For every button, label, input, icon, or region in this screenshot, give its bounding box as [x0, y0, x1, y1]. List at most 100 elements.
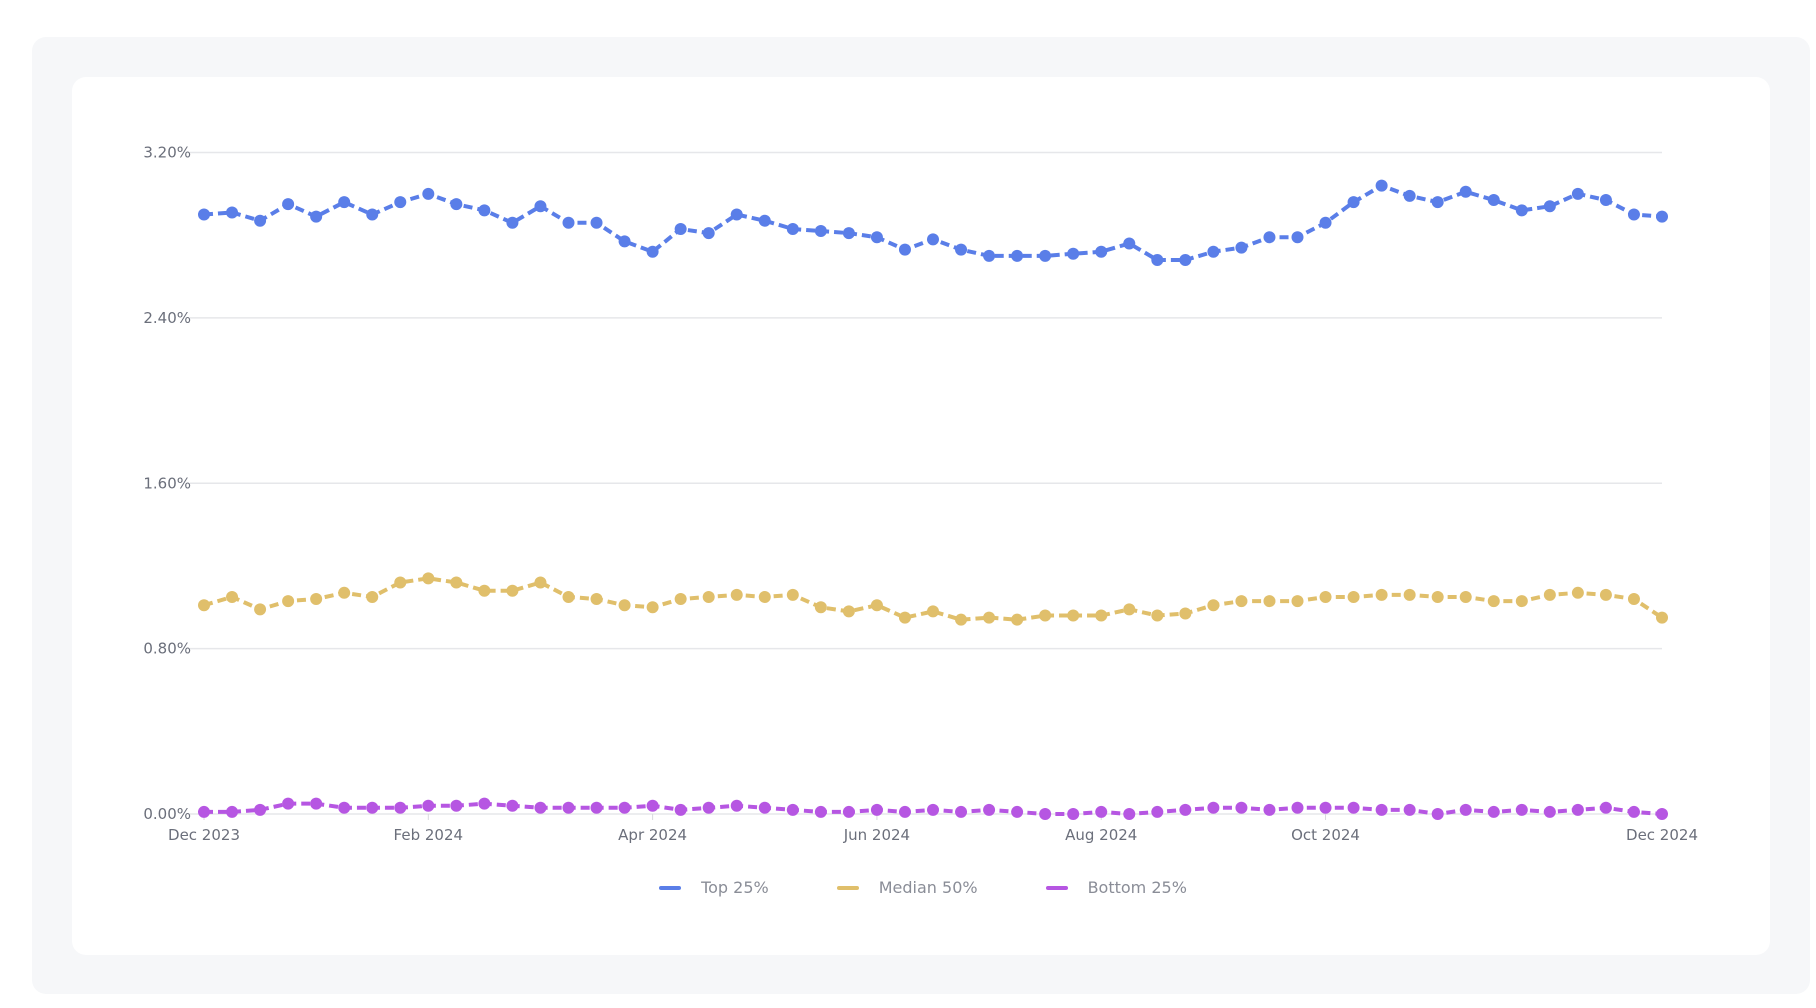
data-point-top-25	[1571, 187, 1584, 200]
data-point-top-25	[1235, 241, 1248, 254]
data-point-bottom-25	[1067, 808, 1080, 820]
data-point-bottom-25	[1403, 803, 1416, 816]
data-point-top-25	[198, 208, 210, 221]
data-point-median-50	[310, 593, 323, 606]
data-point-bottom-25	[366, 801, 379, 814]
data-point-bottom-25	[786, 803, 799, 816]
data-point-top-25	[1627, 208, 1640, 221]
data-point-top-25	[1459, 185, 1472, 198]
data-point-top-25	[1263, 231, 1276, 244]
data-point-bottom-25	[1291, 801, 1304, 814]
data-point-median-50	[1459, 590, 1472, 603]
data-point-bottom-25	[310, 797, 323, 810]
data-point-bottom-25	[1151, 805, 1164, 818]
data-point-bottom-25	[898, 805, 911, 818]
data-point-median-50	[534, 576, 547, 589]
data-point-median-50	[366, 590, 379, 603]
series-line-median-50	[203, 576, 1664, 622]
data-point-bottom-25	[1656, 808, 1668, 820]
data-point-top-25	[702, 227, 715, 240]
data-point-bottom-25	[1235, 801, 1248, 814]
data-point-median-50	[282, 595, 295, 608]
data-point-top-25	[1011, 249, 1024, 262]
legend: Top 25% Median 50% Bottom 25%	[0, 878, 1816, 897]
data-point-top-25	[1151, 253, 1164, 266]
data-point-bottom-25	[927, 803, 939, 816]
data-point-bottom-25	[1515, 803, 1528, 816]
data-point-top-25	[1656, 210, 1668, 223]
data-point-median-50	[842, 605, 855, 618]
data-point-top-25	[1515, 204, 1528, 217]
data-point-median-50	[1571, 586, 1584, 599]
x-tick-label: Jun 2024	[843, 826, 910, 844]
data-point-top-25	[310, 210, 323, 223]
data-point-top-25	[1347, 196, 1360, 209]
data-point-bottom-25	[618, 801, 631, 814]
data-point-bottom-25	[282, 797, 295, 810]
data-point-bottom-25	[1039, 808, 1052, 820]
data-point-bottom-25	[394, 801, 407, 814]
data-point-top-25	[1599, 194, 1612, 207]
data-point-bottom-25	[870, 803, 883, 816]
data-point-median-50	[1319, 590, 1332, 603]
data-point-median-50	[927, 605, 939, 618]
data-point-top-25	[870, 231, 883, 244]
legend-item-top-25[interactable]: Top 25%	[659, 878, 769, 897]
data-point-median-50	[394, 576, 407, 589]
data-point-bottom-25	[422, 799, 435, 812]
data-point-bottom-25	[1431, 808, 1444, 820]
data-point-bottom-25	[226, 805, 239, 818]
data-point-top-25	[226, 206, 239, 219]
data-point-top-25	[590, 216, 603, 229]
data-point-median-50	[1263, 595, 1276, 608]
data-point-median-50	[506, 584, 519, 597]
data-point-top-25	[478, 204, 491, 217]
x-tick-label: Apr 2024	[618, 826, 687, 844]
data-point-median-50	[1656, 611, 1668, 624]
data-point-bottom-25	[1487, 805, 1500, 818]
x-tick-label: Dec 2023	[168, 826, 240, 844]
data-point-median-50	[730, 588, 743, 601]
data-point-top-25	[450, 198, 463, 211]
data-point-top-25	[1207, 245, 1220, 258]
y-tick-label: 1.60%	[143, 474, 191, 492]
data-point-bottom-25	[730, 799, 743, 812]
data-point-median-50	[814, 601, 827, 614]
x-tick-label: Feb 2024	[394, 826, 464, 844]
data-point-bottom-25	[1571, 803, 1584, 816]
data-point-median-50	[758, 590, 771, 603]
data-point-bottom-25	[1347, 801, 1360, 814]
data-point-bottom-25	[506, 799, 519, 812]
data-point-bottom-25	[1599, 801, 1612, 814]
data-point-median-50	[1543, 588, 1556, 601]
y-tick-label: 0.80%	[143, 640, 191, 658]
legend-swatch	[1045, 885, 1068, 890]
legend-label: Median 50%	[878, 878, 978, 897]
data-point-top-25	[254, 214, 267, 227]
data-point-median-50	[983, 611, 996, 624]
data-point-median-50	[955, 613, 968, 626]
data-point-bottom-25	[758, 801, 771, 814]
data-point-bottom-25	[1543, 805, 1556, 818]
data-point-top-25	[1487, 194, 1500, 207]
data-point-top-25	[1095, 245, 1108, 258]
legend-item-bottom-25[interactable]: Bottom 25%	[1045, 878, 1187, 897]
data-point-median-50	[590, 593, 603, 606]
data-point-median-50	[1179, 607, 1192, 620]
legend-item-median-50[interactable]: Median 50%	[836, 878, 978, 897]
chart-card	[72, 77, 1770, 955]
data-point-top-25	[1179, 253, 1192, 266]
data-point-top-25	[898, 243, 911, 256]
data-point-bottom-25	[1123, 808, 1136, 820]
data-point-median-50	[1207, 599, 1220, 612]
y-tick-label: 3.20%	[143, 144, 191, 162]
data-point-bottom-25	[534, 801, 547, 814]
data-point-top-25	[646, 245, 659, 258]
data-point-median-50	[618, 599, 631, 612]
data-point-top-25	[1039, 249, 1052, 262]
data-point-median-50	[1123, 603, 1136, 616]
data-point-bottom-25	[674, 803, 687, 816]
data-point-bottom-25	[814, 805, 827, 818]
data-point-top-25	[506, 216, 519, 229]
